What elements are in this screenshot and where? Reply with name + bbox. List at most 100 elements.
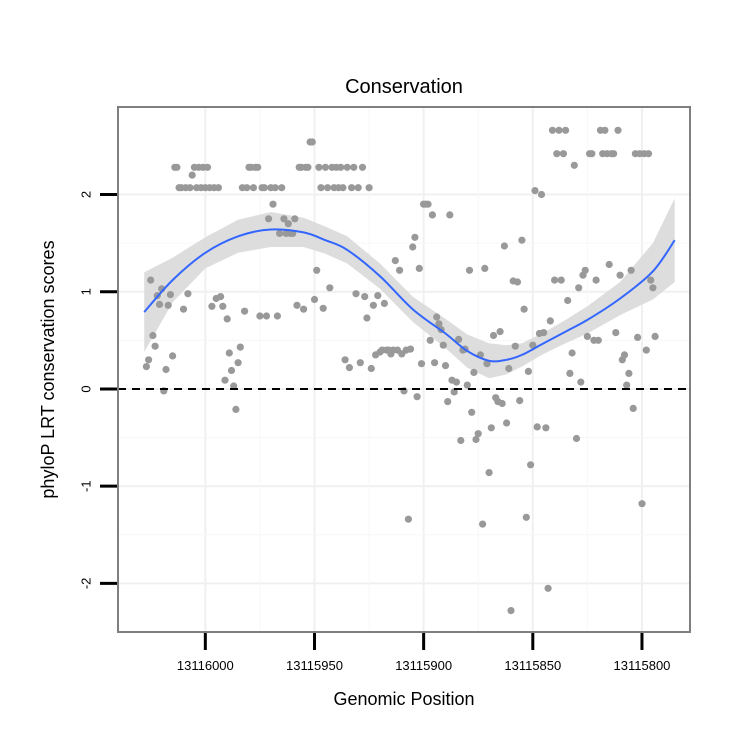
- data-point-159: [489, 331, 498, 340]
- data-point-129: [424, 200, 432, 208]
- data-point-43: [236, 343, 244, 351]
- data-point-170: [513, 278, 522, 286]
- data-point-30: [208, 302, 216, 310]
- data-point-60: [273, 312, 281, 320]
- data-point-190: [557, 276, 565, 284]
- data-point-142: [452, 378, 460, 386]
- data-point-40: [230, 382, 238, 390]
- data-point-233: [651, 332, 659, 340]
- x-tick-label-1: 13115950: [286, 658, 343, 673]
- data-point-68: [291, 215, 299, 223]
- data-point-109: [380, 299, 388, 307]
- data-point-56: [265, 215, 273, 223]
- data-point-151: [472, 435, 480, 444]
- data-point-155: [481, 264, 489, 272]
- ticks-layer: 13116000 13115950 13115900 13115850 13115800…: [79, 191, 671, 673]
- data-point-34: [217, 293, 225, 301]
- data-point-116: [396, 266, 404, 274]
- data-point-232: [649, 284, 657, 292]
- data-point-183: [542, 424, 550, 432]
- data-point-182: [540, 329, 548, 337]
- data-point-136: [439, 341, 447, 349]
- data-point-41: [232, 405, 240, 413]
- points-layer: [142, 126, 659, 615]
- data-point-185: [546, 317, 554, 325]
- data-point-187: [551, 276, 559, 284]
- data-point-4: [151, 342, 159, 350]
- data-point-80: [317, 184, 325, 192]
- data-point-188: [553, 150, 561, 158]
- data-point-33: [214, 184, 222, 192]
- data-point-65: [284, 220, 292, 228]
- data-point-63: [280, 215, 288, 223]
- data-point-12: [169, 352, 177, 360]
- data-point-198: [575, 284, 583, 292]
- data-point-204: [588, 150, 596, 158]
- data-point-91: [341, 356, 349, 364]
- data-point-96: [352, 290, 360, 298]
- data-point-141: [450, 388, 458, 396]
- data-point-223: [629, 404, 637, 412]
- data-point-227: [638, 500, 646, 508]
- data-point-59: [271, 184, 279, 192]
- confidence-ribbon: [144, 198, 675, 379]
- data-point-147: [463, 381, 471, 389]
- data-point-134: [435, 320, 443, 328]
- data-point-42: [234, 359, 242, 367]
- data-point-231: [647, 276, 655, 284]
- data-point-137: [441, 362, 450, 370]
- data-point-49: [249, 184, 257, 192]
- data-point-6: [155, 300, 164, 308]
- data-point-106: [374, 292, 382, 300]
- data-point-55: [262, 312, 271, 320]
- data-point-230: [644, 150, 653, 158]
- data-point-103: [367, 364, 375, 373]
- data-point-39: [227, 366, 236, 375]
- data-point-61: [276, 229, 284, 237]
- x-tick-label-3: 13115850: [504, 658, 561, 673]
- data-point-212: [605, 260, 613, 269]
- data-point-166: [505, 364, 513, 373]
- data-point-125: [415, 264, 423, 272]
- x-axis-title: Genomic Position: [333, 689, 474, 709]
- data-point-35: [219, 302, 227, 310]
- data-point-178: [531, 187, 539, 195]
- data-point-79: [315, 163, 323, 171]
- data-point-206: [592, 276, 600, 284]
- data-point-163: [498, 399, 506, 408]
- data-point-81: [319, 304, 327, 312]
- data-point-220: [623, 381, 631, 389]
- data-point-217: [616, 271, 624, 279]
- data-point-62: [278, 184, 286, 192]
- data-point-181: [537, 190, 546, 199]
- data-point-177: [529, 341, 537, 349]
- data-point-132: [431, 359, 439, 367]
- data-point-199: [577, 378, 585, 386]
- data-point-90: [339, 184, 347, 192]
- data-point-52: [256, 312, 264, 320]
- data-point-130: [426, 336, 434, 344]
- data-point-179: [533, 423, 541, 431]
- data-point-83: [324, 184, 332, 192]
- data-point-158: [487, 424, 495, 432]
- data-point-1: [145, 356, 153, 364]
- data-point-215: [612, 329, 620, 337]
- data-point-95: [350, 163, 358, 171]
- data-point-194: [566, 369, 574, 377]
- data-point-152: [474, 430, 482, 438]
- ribbon-layer: [144, 198, 675, 379]
- data-point-77: [310, 295, 319, 304]
- y-tick-label-2: 0: [79, 385, 94, 392]
- data-point-144: [457, 436, 465, 445]
- data-point-162: [496, 328, 504, 336]
- data-point-36: [221, 376, 229, 384]
- data-point-0: [142, 363, 150, 371]
- chart-title: Conservation: [345, 76, 463, 98]
- data-point-216: [614, 126, 622, 134]
- data-point-225: [634, 333, 642, 341]
- y-tick-label-0: -2: [79, 578, 94, 590]
- data-point-169: [511, 342, 519, 350]
- data-point-97: [354, 184, 362, 192]
- data-point-124: [413, 393, 421, 401]
